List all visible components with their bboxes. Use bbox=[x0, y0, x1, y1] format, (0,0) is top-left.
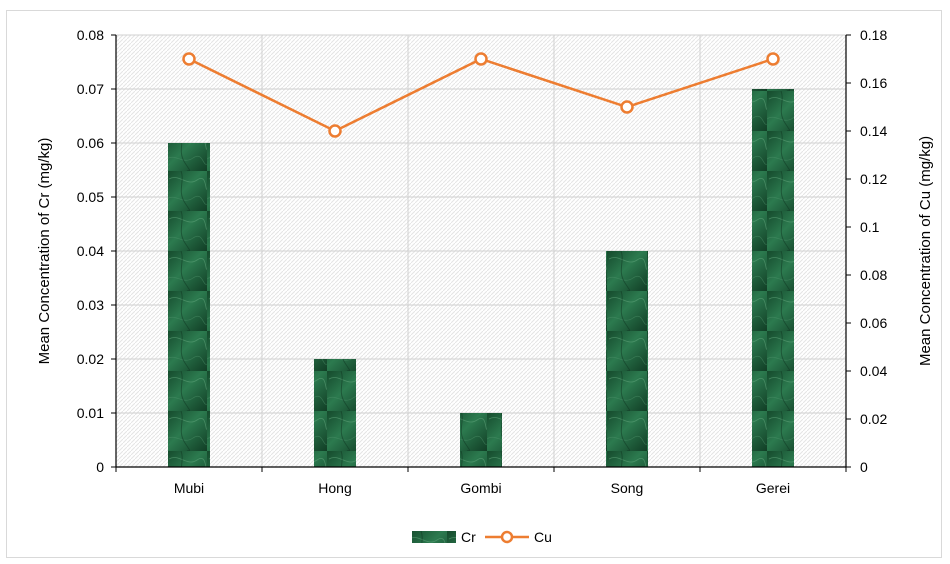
point-cu bbox=[620, 100, 634, 114]
gridlines bbox=[116, 34, 846, 467]
y-left-tick-label: 0.07 bbox=[77, 81, 104, 97]
x-tick-label: Mubi bbox=[174, 480, 204, 496]
y-right-tick-label: 0.18 bbox=[860, 27, 887, 43]
y-axis-left-label: Mean Concentration of Cr (mg/kg) bbox=[36, 138, 53, 365]
y-right-tick-label: 0.08 bbox=[860, 267, 887, 283]
y-right-tick-label: 0.12 bbox=[860, 171, 887, 187]
y-left-tick-label: 0.03 bbox=[77, 297, 104, 313]
y-left-tick-label: 0 bbox=[96, 459, 104, 475]
bar-cr bbox=[460, 413, 502, 467]
chart-frame: 0 0.01 0.02 0.03 0.04 0.05 0.06 0.07 0.08 0 0.02 0.… bbox=[6, 10, 942, 558]
point-cu bbox=[182, 52, 196, 66]
cu-line bbox=[182, 52, 780, 138]
y-axis-right-label: Mean Concentration of Cu (mg/kg) bbox=[917, 136, 934, 366]
x-tick-label: Gerei bbox=[756, 480, 790, 496]
bar-cr bbox=[606, 251, 648, 467]
y-right-tick-label: 0.16 bbox=[860, 75, 887, 91]
y-left-tick-label: 0.08 bbox=[77, 27, 104, 43]
cr-bars bbox=[168, 89, 794, 467]
chart-svg: 0 0.01 0.02 0.03 0.04 0.05 0.06 0.07 0.08 0 0.02 0.… bbox=[36, 27, 934, 545]
y-left-tick-label: 0.02 bbox=[77, 351, 104, 367]
y-right-tick-label: 0.06 bbox=[860, 315, 887, 331]
y-right-tick-label: 0.1 bbox=[860, 219, 880, 235]
x-tick-label: Gombi bbox=[460, 480, 501, 496]
y-right-tick-label: 0.04 bbox=[860, 363, 887, 379]
bar-cr bbox=[168, 143, 210, 467]
y-left-tick-label: 0.01 bbox=[77, 405, 104, 421]
legend-label-cu: Cu bbox=[534, 529, 552, 545]
y-left-tick-label: 0.06 bbox=[77, 135, 104, 151]
legend-swatch-cu-marker bbox=[500, 530, 514, 544]
bar-cr bbox=[314, 359, 356, 467]
y-right-tick-label: 0 bbox=[860, 459, 868, 475]
x-tick-label: Song bbox=[611, 480, 644, 496]
point-cu bbox=[328, 124, 342, 138]
point-cu bbox=[766, 52, 780, 66]
legend: Cr Cu bbox=[412, 529, 552, 545]
bar-cr bbox=[752, 89, 794, 467]
point-cu bbox=[474, 52, 488, 66]
axes bbox=[111, 34, 851, 472]
legend-swatch-cr bbox=[412, 531, 456, 543]
x-tick-label: Hong bbox=[318, 480, 351, 496]
tick-labels: 0 0.01 0.02 0.03 0.04 0.05 0.06 0.07 0.08 0 0.02 0.… bbox=[77, 27, 888, 496]
y-right-tick-label: 0.02 bbox=[860, 411, 887, 427]
y-left-tick-label: 0.04 bbox=[77, 243, 104, 259]
legend-label-cr: Cr bbox=[461, 529, 476, 545]
y-right-tick-label: 0.14 bbox=[860, 123, 887, 139]
y-left-tick-label: 0.05 bbox=[77, 189, 104, 205]
